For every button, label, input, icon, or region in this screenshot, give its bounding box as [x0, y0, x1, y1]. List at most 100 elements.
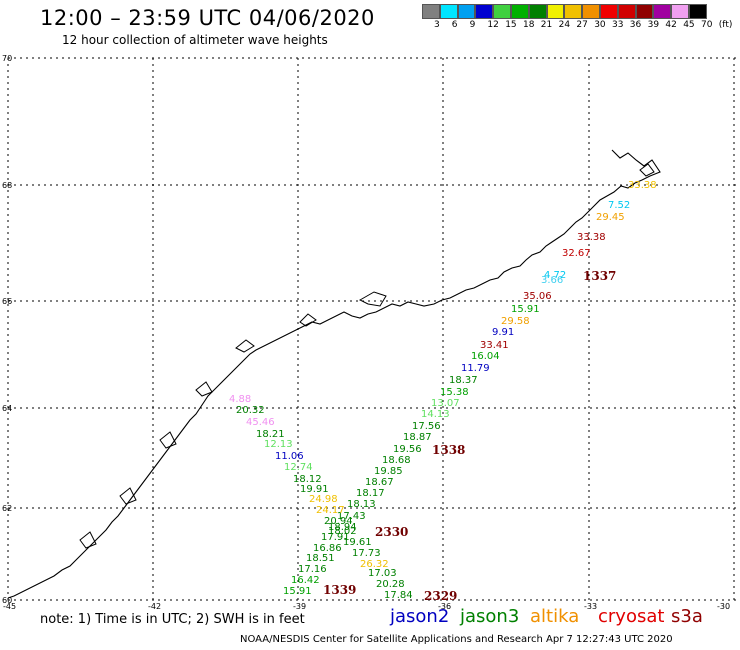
wave-height-label: 18.17: [356, 488, 385, 499]
color-scale-swatch: [510, 4, 529, 19]
color-scale-swatch: [635, 4, 654, 19]
pass-time-label: 1339: [323, 583, 356, 597]
legend-item-s3a: s3a: [671, 606, 703, 627]
legend-item-cryosat: cryosat: [598, 606, 665, 627]
wave-height-label: 24.98: [309, 494, 338, 505]
wave-height-label: 20.28: [376, 579, 405, 590]
wave-height-label: 17.91: [321, 532, 350, 543]
color-scale-label: (ft): [718, 20, 733, 30]
wave-height-label: 15.91: [511, 304, 540, 315]
credit-line: NOAA/NESDIS Center for Satellite Applica…: [240, 634, 673, 645]
wave-height-label: 13.07: [431, 398, 460, 409]
color-scale-label: 6: [451, 20, 458, 30]
latitude-label: 60: [2, 596, 12, 605]
legend-item-jason2: jason2: [390, 606, 450, 627]
wave-height-label: 3.66: [541, 275, 563, 286]
color-scale-label: 30: [594, 20, 606, 30]
longitude-tick-labels: -45 -42 -39 -36 -33 -30: [3, 602, 730, 611]
wave-height-label: 11.06: [275, 451, 304, 462]
color-scale-swatch: [457, 4, 476, 19]
wave-height-label: 15.91: [283, 586, 312, 597]
wave-height-label: 18.87: [403, 432, 432, 443]
wave-height-label: 18.67: [365, 477, 394, 488]
color-scale-swatch: [599, 4, 618, 19]
color-scale-swatch: [475, 4, 494, 19]
wave-height-label: 18.68: [382, 455, 411, 466]
wave-height-label: 17.56: [412, 421, 441, 432]
latitude-label: 68: [2, 181, 12, 190]
wave-height-label: 15.38: [440, 387, 469, 398]
wave-height-label: 18.12: [293, 474, 322, 485]
latitude-label: 62: [2, 504, 12, 513]
wave-height-label: 16.86: [313, 543, 342, 554]
color-scale-swatch: [671, 4, 689, 19]
longitude-label: -45: [3, 602, 16, 611]
wave-height-label: 12.13: [264, 439, 293, 450]
wave-height-label: 4.72: [544, 270, 566, 281]
chart-title: 12:00 – 23:59 UTC 04/06/2020: [40, 6, 375, 30]
color-scale-swatch: [688, 4, 707, 19]
color-scale-label: 33: [612, 20, 624, 30]
wave-height-label: 18.51: [306, 553, 335, 564]
wave-height-label: 26.32: [360, 559, 389, 570]
longitude-label: -42: [148, 602, 161, 611]
wave-height-label: 18.13: [347, 499, 376, 510]
wave-height-label: 20.94: [324, 516, 353, 527]
wave-height-label: 14.13: [421, 409, 450, 420]
wave-height-label: 17.16: [298, 564, 327, 575]
color-scale-swatch: [564, 4, 583, 19]
color-scale-swatch: [422, 4, 440, 19]
legend-item-jason3: jason3: [460, 606, 520, 627]
pass-time-label: 2329: [424, 589, 457, 603]
map-grid: [7, 57, 736, 601]
wave-height-label: 18.94: [328, 522, 357, 533]
color-scale-label: 3: [434, 20, 440, 30]
color-scale-label: 45: [683, 20, 695, 30]
longitude-label: -39: [293, 602, 306, 611]
latitude-label: 66: [2, 297, 12, 306]
wave-height-label: 17.84: [384, 590, 413, 601]
wave-height-label: 18.02: [328, 526, 357, 537]
color-scale-swatch: [493, 4, 511, 19]
color-scale-label: 18: [523, 20, 535, 30]
wave-height-label: 17.03: [368, 568, 397, 579]
wave-height-label: 18.21: [256, 429, 285, 440]
color-scale-label: 9: [469, 20, 476, 30]
satellite-pass-times: 1337 1338 2330 1339 2329: [323, 269, 616, 603]
wave-height-label: 32.67: [562, 248, 591, 259]
wave-height-label: 16.04: [471, 351, 500, 362]
pass-time-label: 1337: [583, 269, 616, 283]
wave-height-label: 20.32: [236, 405, 265, 416]
color-scale-swatch: [528, 4, 547, 19]
color-scale-label: 27: [576, 20, 588, 30]
color-scale-label: 24: [558, 20, 571, 30]
color-scale-label: 15: [505, 20, 517, 30]
color-scale-swatch: [653, 4, 672, 19]
color-scale-swatch: [546, 4, 565, 19]
color-scale-label: 39: [647, 20, 660, 30]
longitude-label: -33: [584, 602, 597, 611]
coastline-detail: [79, 163, 655, 549]
wave-height-label: 11.79: [461, 363, 490, 374]
color-scale-swatch: [617, 4, 636, 19]
wave-height-label: 18.37: [449, 375, 478, 386]
wave-height-label: 24.17: [316, 505, 345, 516]
wave-height-label: 17.43: [337, 511, 366, 522]
color-scale-label: 70: [701, 20, 713, 30]
wave-height-label: 29.45: [596, 212, 625, 223]
legend-item-altika: altika: [530, 606, 580, 627]
wave-height-label: 12.74: [284, 462, 313, 473]
wave-height-label: 17.73: [352, 548, 381, 559]
wave-height-label: 33.41: [480, 340, 509, 351]
wave-height-label: 19.56: [393, 444, 422, 455]
wave-height-label: 33.38: [628, 180, 657, 191]
chart-subtitle: 12 hour collection of altimeter wave hei…: [62, 33, 328, 47]
pass-time-label: 1338: [432, 443, 465, 457]
wave-height-label: 19.85: [374, 466, 403, 477]
color-scale-swatch: [582, 4, 600, 19]
wave-height-label: 9.91: [492, 327, 514, 338]
wave-height-label: 29.58: [501, 316, 530, 327]
color-scale-label: 42: [665, 20, 677, 30]
